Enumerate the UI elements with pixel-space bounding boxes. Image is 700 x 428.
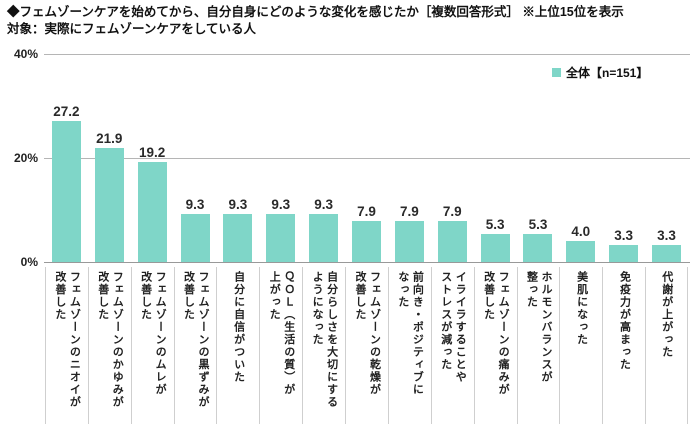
bar xyxy=(566,241,596,262)
category-cell: ホルモンバランスが 整った xyxy=(516,267,560,424)
category-label: 自分に自信がついた xyxy=(232,271,245,384)
y-axis-tick-label: 40% xyxy=(13,47,38,61)
bar xyxy=(437,220,467,262)
category-cell: イライラすることや ストレスが減った xyxy=(430,267,474,424)
chart-title-block: ◆フェムゾーンケアを始めてから、自分自身にどのような変化を感じたか［複数回答形式… xyxy=(7,4,624,38)
category-label: フェムゾーンの乾燥が 改善した xyxy=(353,271,381,396)
gridline xyxy=(44,54,690,55)
bar-value-label: 3.3 xyxy=(614,227,634,243)
bar xyxy=(94,148,124,262)
gridline xyxy=(44,158,690,159)
bar xyxy=(523,234,553,262)
category-label: 美肌になった xyxy=(575,271,588,346)
bar-value-label: 7.9 xyxy=(357,203,376,219)
category-label: 免疫力が高まった xyxy=(618,271,631,371)
bar-value-label: 9.3 xyxy=(228,196,248,212)
category-label: フェムゾーンのムレが 改善した xyxy=(139,271,167,396)
category-label: フェムゾーンのニオイが 改善した xyxy=(53,271,81,409)
bar-value-label: 5.3 xyxy=(528,217,548,233)
bar xyxy=(137,162,167,262)
category-label: ホルモンバランスが 整った xyxy=(525,271,552,384)
category-cell: ＱＯＬ（生活の質）が 上がった xyxy=(259,267,302,424)
category-cell: フェムゾーンの痛みが 改善した xyxy=(473,267,517,424)
bar-value-label: 4.0 xyxy=(571,224,591,240)
bar-value-label: 3.3 xyxy=(657,227,676,243)
category-label: 自分らしさを大切にする ようになった xyxy=(311,271,338,409)
bar xyxy=(223,213,253,262)
bar xyxy=(180,213,210,262)
bar xyxy=(51,120,81,262)
bar xyxy=(352,220,381,262)
bar xyxy=(652,244,682,262)
category-label: フェムゾーンの黒ずみが 改善した xyxy=(182,271,210,409)
category-cell: フェムゾーンの黒ずみが 改善した xyxy=(173,267,217,424)
category-cell: フェムゾーンのムレが 改善した xyxy=(130,267,174,424)
category-cell: 自分らしさを大切にする ようになった xyxy=(302,267,345,424)
category-cell: フェムゾーンのニオイが 改善した xyxy=(45,267,88,424)
bar xyxy=(394,220,424,262)
bar-value-label: 9.3 xyxy=(185,196,205,212)
category-label: フェムゾーンのかゆみが 改善した xyxy=(96,271,124,409)
y-axis-tick-label: 0% xyxy=(20,255,38,269)
legend: 全体【n=151】 xyxy=(552,64,648,81)
bar xyxy=(266,213,296,262)
bar-value-label: 7.9 xyxy=(442,203,462,219)
x-axis-line xyxy=(44,262,690,263)
bar-value-label: 9.3 xyxy=(271,196,291,212)
legend-label: 全体【n=151】 xyxy=(566,66,649,80)
y-axis-tick-label: 20% xyxy=(13,151,38,165)
bar xyxy=(309,213,339,262)
category-cell: 代謝が上がった xyxy=(645,267,688,424)
category-label: フェムゾーンの痛みが 改善した xyxy=(482,271,510,396)
category-label: 代謝が上がった xyxy=(660,271,673,359)
category-cell: 美肌になった xyxy=(559,267,602,424)
chart-subtitle: 対象：実際にフェムゾーンケアをしている人 xyxy=(7,22,257,36)
bar-value-label: 27.2 xyxy=(53,103,80,119)
bar-value-label: 21.9 xyxy=(96,131,123,147)
bar-value-label: 7.9 xyxy=(399,203,419,219)
category-cell: 免疫力が高まった xyxy=(602,267,645,424)
category-label: 前向き・ポジティブに なった xyxy=(396,271,424,396)
bar-value-label: 9.3 xyxy=(314,196,333,212)
category-cell: フェムゾーンの乾燥が 改善した xyxy=(345,267,388,424)
bar xyxy=(609,244,639,262)
category-label: ＱＯＬ（生活の質）が 上がった xyxy=(268,271,295,396)
bar-value-label: 5.3 xyxy=(485,217,505,233)
category-cell: 自分に自信がついた xyxy=(216,267,259,424)
legend-swatch xyxy=(552,68,561,77)
bar-value-label: 19.2 xyxy=(139,145,166,161)
category-cell: 前向き・ポジティブに なった xyxy=(387,267,431,424)
chart-title: ◆フェムゾーンケアを始めてから、自分自身にどのような変化を感じたか［複数回答形式… xyxy=(7,5,624,19)
category-label: イライラすることや ストレスが減った xyxy=(439,271,467,384)
category-cell: フェムゾーンのかゆみが 改善した xyxy=(87,267,131,424)
bar xyxy=(480,234,510,262)
